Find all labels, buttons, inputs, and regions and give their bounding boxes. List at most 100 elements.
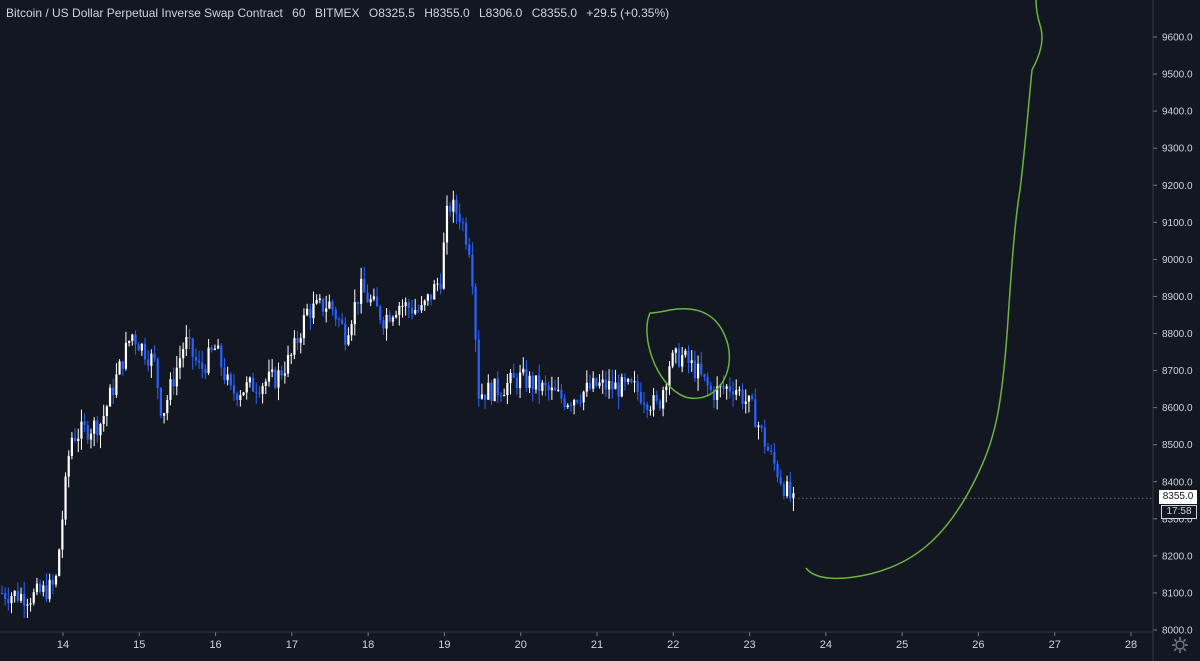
- candle-up: [744, 401, 747, 404]
- candle-up: [493, 378, 496, 402]
- candle-down: [588, 382, 592, 389]
- candle-down: [703, 374, 706, 377]
- candle-down: [258, 392, 261, 395]
- y-tick-label: 8900.0: [1162, 292, 1193, 303]
- candle-down: [223, 367, 226, 381]
- candle-down: [658, 400, 662, 409]
- candle-up: [67, 455, 70, 477]
- candle-up: [226, 374, 229, 381]
- candle-up: [557, 389, 560, 391]
- candle-up: [162, 413, 166, 416]
- candle-up: [290, 354, 293, 356]
- candle-up: [684, 350, 687, 356]
- candle-up: [414, 310, 417, 314]
- candle-down: [236, 393, 239, 400]
- candle-down: [496, 378, 499, 396]
- candle-down: [531, 375, 534, 390]
- candle-up: [245, 382, 248, 393]
- candle-down: [201, 362, 204, 370]
- candle-down: [687, 350, 690, 363]
- candle-up: [306, 308, 309, 316]
- candle-up: [261, 385, 264, 395]
- high-label: H: [424, 6, 433, 20]
- candle-down: [741, 389, 744, 404]
- y-tick-label: 9100.0: [1162, 218, 1193, 229]
- x-tick-label: 18: [362, 639, 374, 651]
- candle-up: [391, 317, 395, 322]
- candle-up: [735, 390, 738, 395]
- candle-down: [407, 302, 410, 308]
- candle-up: [93, 420, 96, 434]
- candle-up: [42, 585, 45, 592]
- candle-up: [10, 596, 13, 604]
- candle-up: [277, 370, 280, 388]
- candle-down: [490, 382, 493, 402]
- candle-down: [251, 377, 255, 392]
- candle-up: [70, 437, 73, 456]
- candle-down: [677, 348, 681, 367]
- y-tick-label: 8000.0: [1162, 626, 1193, 637]
- candle-down: [484, 394, 487, 400]
- candle-down: [340, 319, 344, 324]
- candle-up: [423, 300, 426, 306]
- open-value: 8325.5: [378, 6, 415, 20]
- x-tick-label: 15: [133, 639, 145, 651]
- candle-up: [124, 342, 128, 369]
- y-tick-label: 8300.0: [1162, 514, 1193, 525]
- candle-up: [592, 378, 595, 389]
- bar-countdown: 17:58: [1161, 505, 1197, 519]
- candle-down: [468, 244, 471, 255]
- candle-down: [153, 353, 156, 359]
- candle-down: [709, 385, 712, 391]
- candle-down: [461, 222, 464, 224]
- time-axis: 14 15 16 17 18 19 20 21 22 23 24 25 26 27 28: [57, 632, 1137, 651]
- candle-up: [395, 314, 398, 318]
- candle-down: [712, 390, 716, 400]
- y-tick-label: 9400.0: [1162, 107, 1193, 118]
- candle-down: [337, 319, 340, 321]
- candle-up: [350, 324, 353, 336]
- candle-down: [194, 357, 197, 361]
- change-value: +29.5 (+0.35%): [586, 6, 670, 20]
- y-tick-label: 8400.0: [1162, 477, 1193, 488]
- candle-down: [639, 391, 642, 403]
- candle-up: [398, 306, 401, 315]
- gear-icon[interactable]: [1170, 635, 1190, 655]
- candle-down: [751, 395, 754, 400]
- candle-up: [360, 278, 363, 304]
- x-tick-label: 26: [972, 639, 984, 651]
- candle-down: [700, 363, 703, 375]
- candle-down: [274, 369, 277, 388]
- candle-down: [611, 380, 614, 390]
- candle-up: [541, 382, 544, 392]
- candle-up: [175, 367, 178, 387]
- candle-up: [325, 308, 328, 312]
- candle-up: [32, 592, 35, 604]
- candle-up: [312, 303, 315, 319]
- candle-down: [0, 592, 4, 594]
- candle-up: [681, 355, 684, 367]
- candle-down: [23, 593, 26, 606]
- candle-up: [696, 363, 700, 379]
- candle-down: [86, 424, 89, 440]
- x-tick-label: 21: [591, 639, 603, 651]
- candle-down: [579, 402, 582, 404]
- candle-down: [630, 379, 633, 383]
- candle-up: [369, 299, 372, 303]
- candle-down: [646, 404, 649, 410]
- candle-down: [706, 376, 709, 386]
- candle-up: [267, 371, 271, 382]
- candle-down: [375, 296, 379, 307]
- candle-down: [309, 308, 312, 319]
- symbol-name: Bitcoin / US Dollar Perpetual Inverse Sw…: [6, 6, 283, 20]
- candle-down: [112, 387, 115, 395]
- candle-down: [255, 391, 258, 393]
- candle-down: [39, 583, 42, 592]
- candle-up: [566, 405, 569, 408]
- candle-down: [458, 213, 461, 223]
- candle-up: [445, 205, 449, 243]
- candle-up: [118, 361, 121, 375]
- candle-down: [134, 334, 137, 345]
- candle-down: [655, 395, 658, 401]
